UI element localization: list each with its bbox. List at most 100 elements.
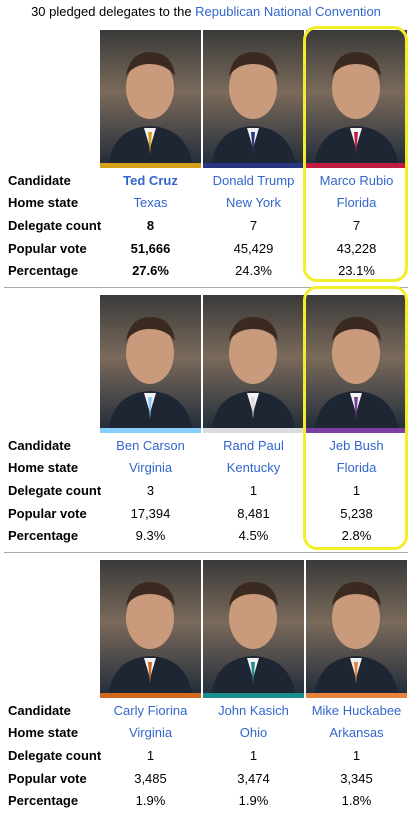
row-label: Delegate count [8, 218, 102, 233]
row-label: Home state [8, 725, 79, 740]
candidate-name-link[interactable]: Rand Paul [223, 438, 284, 453]
popular-vote: 51,666 [130, 241, 171, 256]
row-label: Delegate count [8, 483, 102, 498]
convention-link[interactable]: Republican National Convention [195, 4, 381, 19]
delegate-count: 1 [352, 483, 361, 498]
candidate-name-link[interactable]: Jeb Bush [329, 438, 384, 453]
row-percentage: Percentage 9.3% 4.5% 2.8% [0, 525, 412, 547]
vote-percentage: 1.9% [238, 793, 269, 808]
row-delegate-count: Delegate count 3 1 1 [0, 480, 412, 502]
party-color-bar [306, 693, 407, 698]
candidate-photo[interactable] [306, 295, 407, 433]
row-label: Percentage [8, 528, 79, 543]
candidate-photo[interactable] [100, 30, 201, 168]
party-color-bar [100, 163, 201, 168]
home-state-link[interactable]: Virginia [128, 460, 173, 475]
vote-percentage: 2.8% [341, 528, 372, 543]
party-color-bar [306, 163, 407, 168]
row-delegate-count: Delegate count 1 1 1 [0, 745, 412, 767]
row-label: Candidate [8, 438, 71, 453]
party-color-bar [100, 693, 201, 698]
row-popular-vote: Popular vote 17,394 8,481 5,238 [0, 503, 412, 525]
vote-percentage: 1.8% [341, 793, 372, 808]
candidate-name-link[interactable]: Ben Carson [116, 438, 185, 453]
row-candidate: Candidate Ben Carson Rand Paul Jeb Bush [0, 435, 412, 457]
popular-vote: 43,228 [336, 241, 377, 256]
delegate-count: 1 [249, 483, 258, 498]
home-state-link[interactable]: Florida [336, 195, 377, 210]
popular-vote: 3,485 [134, 771, 167, 786]
candidate-name-link[interactable]: John Kasich [218, 703, 289, 718]
candidate-name-link[interactable]: Marco Rubio [319, 173, 394, 188]
delegate-count: 8 [146, 218, 155, 233]
vote-percentage: 1.9% [135, 793, 166, 808]
candidate-name-link[interactable]: Mike Huckabee [311, 703, 402, 718]
candidate-name-link[interactable]: Carly Fiorina [113, 703, 188, 718]
candidate-photo[interactable] [203, 30, 304, 168]
row-home-state: Home state Texas New York Florida [0, 192, 412, 214]
row-home-state: Home state Virginia Ohio Arkansas [0, 722, 412, 744]
highlight-box [303, 286, 408, 550]
row-candidate: Candidate Ted Cruz Donald Trump Marco Rubio [0, 170, 412, 192]
candidate-photo[interactable] [100, 295, 201, 433]
candidate-section: Candidate Ted Cruz Donald Trump Marco Rubio… [0, 24, 412, 288]
vote-percentage: 4.5% [238, 528, 269, 543]
party-color-bar [203, 428, 304, 433]
table-caption: 30 pledged delegates to the Republican N… [0, 0, 412, 24]
candidate-section: Candidate Carly Fiorina John Kasich Mike Hu… [0, 554, 412, 818]
candidate-photo[interactable] [100, 560, 201, 698]
home-state-link[interactable]: New York [226, 195, 281, 210]
home-state-link[interactable]: Florida [336, 460, 377, 475]
popular-vote: 5,238 [340, 506, 373, 521]
vote-percentage: 27.6% [132, 263, 169, 278]
row-label: Delegate count [8, 748, 102, 763]
candidate-photo[interactable] [203, 560, 304, 698]
row-label: Candidate [8, 703, 71, 718]
party-color-bar [306, 428, 407, 433]
candidate-photo[interactable] [203, 295, 304, 433]
section-divider [4, 552, 408, 553]
row-popular-vote: Popular vote 3,485 3,474 3,345 [0, 768, 412, 790]
delegate-count: 1 [249, 748, 258, 763]
candidate-name-link[interactable]: Donald Trump [212, 173, 295, 188]
party-color-bar [100, 428, 201, 433]
delegate-count: 1 [352, 748, 361, 763]
popular-vote: 45,429 [233, 241, 274, 256]
row-home-state: Home state Virginia Kentucky Florida [0, 457, 412, 479]
vote-percentage: 24.3% [235, 263, 272, 278]
highlight-box [303, 26, 408, 282]
party-color-bar [203, 693, 304, 698]
vote-percentage: 23.1% [338, 263, 375, 278]
home-state-link[interactable]: Texas [133, 195, 168, 210]
row-delegate-count: Delegate count 8 7 7 [0, 215, 412, 237]
home-state-link[interactable]: Ohio [239, 725, 268, 740]
candidate-name-link[interactable]: Ted Cruz [123, 173, 178, 188]
row-label: Percentage [8, 793, 79, 808]
home-state-link[interactable]: Virginia [128, 725, 173, 740]
row-label: Home state [8, 195, 79, 210]
popular-vote: 8,481 [237, 506, 270, 521]
delegate-count: 7 [249, 218, 258, 233]
row-label: Home state [8, 460, 79, 475]
delegate-count: 7 [352, 218, 361, 233]
section-divider [4, 287, 408, 288]
vote-percentage: 9.3% [135, 528, 166, 543]
delegate-count: 3 [146, 483, 155, 498]
candidate-section: Candidate Ben Carson Rand Paul Jeb Bush Home… [0, 289, 412, 553]
popular-vote: 17,394 [130, 506, 171, 521]
row-label: Popular vote [8, 241, 87, 256]
row-label: Candidate [8, 173, 71, 188]
candidate-photo[interactable] [306, 30, 407, 168]
row-percentage: Percentage 27.6% 24.3% 23.1% [0, 260, 412, 282]
candidate-photo[interactable] [306, 560, 407, 698]
caption-text: 30 pledged delegates to the [31, 4, 196, 19]
popular-vote: 3,345 [340, 771, 373, 786]
home-state-link[interactable]: Arkansas [329, 725, 384, 740]
popular-vote: 3,474 [237, 771, 270, 786]
row-candidate: Candidate Carly Fiorina John Kasich Mike Hu… [0, 700, 412, 722]
delegate-count: 1 [146, 748, 155, 763]
home-state-link[interactable]: Kentucky [226, 460, 281, 475]
row-label: Percentage [8, 263, 79, 278]
row-label: Popular vote [8, 771, 87, 786]
party-color-bar [203, 163, 304, 168]
